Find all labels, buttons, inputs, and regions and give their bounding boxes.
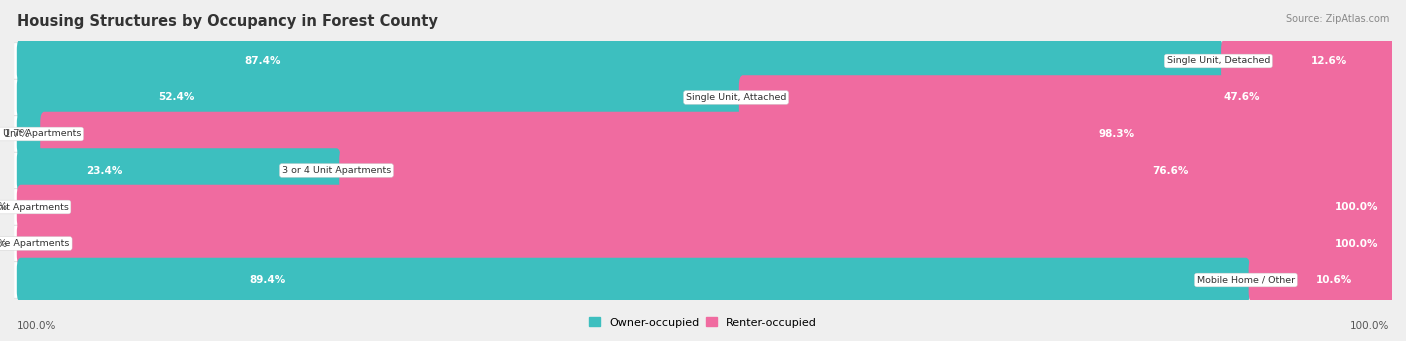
- Text: 3 or 4 Unit Apartments: 3 or 4 Unit Apartments: [281, 166, 391, 175]
- FancyBboxPatch shape: [14, 225, 1392, 262]
- Text: 5 to 9 Unit Apartments: 5 to 9 Unit Apartments: [0, 203, 69, 211]
- FancyBboxPatch shape: [738, 75, 1396, 120]
- FancyBboxPatch shape: [1220, 39, 1396, 83]
- Text: Single Unit, Attached: Single Unit, Attached: [686, 93, 786, 102]
- Text: 1.7%: 1.7%: [4, 129, 31, 139]
- FancyBboxPatch shape: [17, 148, 340, 193]
- Text: 76.6%: 76.6%: [1152, 165, 1188, 176]
- FancyBboxPatch shape: [14, 116, 1392, 152]
- FancyBboxPatch shape: [14, 152, 1392, 189]
- FancyBboxPatch shape: [14, 189, 1392, 225]
- Text: Housing Structures by Occupancy in Forest County: Housing Structures by Occupancy in Fores…: [17, 14, 437, 29]
- Text: 10 or more Apartments: 10 or more Apartments: [0, 239, 70, 248]
- FancyBboxPatch shape: [17, 39, 1222, 83]
- Text: 10.6%: 10.6%: [1316, 275, 1353, 285]
- Legend: Owner-occupied, Renter-occupied: Owner-occupied, Renter-occupied: [585, 313, 821, 332]
- FancyBboxPatch shape: [339, 148, 1396, 193]
- FancyBboxPatch shape: [17, 112, 42, 156]
- Text: Source: ZipAtlas.com: Source: ZipAtlas.com: [1285, 14, 1389, 24]
- FancyBboxPatch shape: [14, 262, 1392, 298]
- Text: Single Unit, Detached: Single Unit, Detached: [1167, 57, 1270, 65]
- Text: 98.3%: 98.3%: [1098, 129, 1135, 139]
- Text: 47.6%: 47.6%: [1223, 92, 1260, 103]
- FancyBboxPatch shape: [17, 185, 1396, 229]
- FancyBboxPatch shape: [14, 43, 1392, 79]
- Text: 100.0%: 100.0%: [17, 321, 56, 331]
- Text: 100.0%: 100.0%: [1350, 321, 1389, 331]
- Text: 0.0%: 0.0%: [0, 238, 7, 249]
- FancyBboxPatch shape: [14, 79, 1392, 116]
- FancyBboxPatch shape: [17, 221, 1396, 266]
- Text: 100.0%: 100.0%: [1334, 202, 1378, 212]
- FancyBboxPatch shape: [17, 75, 740, 120]
- FancyBboxPatch shape: [1249, 258, 1396, 302]
- FancyBboxPatch shape: [41, 112, 1396, 156]
- FancyBboxPatch shape: [17, 258, 1250, 302]
- Text: 2 Unit Apartments: 2 Unit Apartments: [0, 130, 82, 138]
- Text: 87.4%: 87.4%: [245, 56, 281, 66]
- Text: 0.0%: 0.0%: [0, 202, 7, 212]
- Text: 89.4%: 89.4%: [250, 275, 285, 285]
- Text: 100.0%: 100.0%: [1334, 238, 1378, 249]
- Text: Mobile Home / Other: Mobile Home / Other: [1197, 276, 1295, 284]
- Text: 23.4%: 23.4%: [86, 165, 122, 176]
- Text: 12.6%: 12.6%: [1310, 56, 1347, 66]
- Text: 52.4%: 52.4%: [157, 92, 194, 103]
